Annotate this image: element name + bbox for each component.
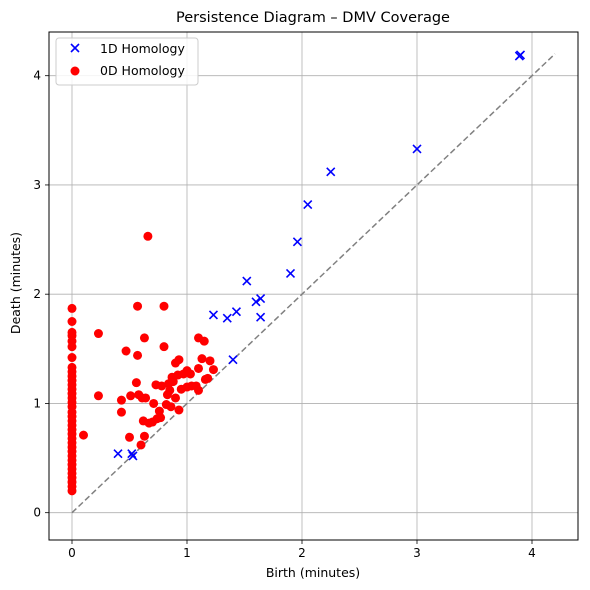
- diagonal-layer: [71, 53, 556, 514]
- point-1d: [412, 144, 422, 154]
- y-tick-label: 2: [33, 287, 41, 301]
- point-0d: [121, 346, 131, 356]
- point-0d: [159, 342, 169, 352]
- point-0d: [185, 369, 195, 379]
- legend-label-1d: 1D Homology: [100, 41, 185, 56]
- legend-box: [55, 37, 199, 86]
- point-0d: [203, 373, 213, 383]
- data-points: [67, 50, 526, 496]
- y-tick-label: 1: [33, 396, 41, 410]
- point-1d: [113, 449, 123, 459]
- y-tick-label: 0: [33, 506, 41, 520]
- y-tick-label: 4: [33, 69, 41, 83]
- legend-marker-0d: [70, 66, 80, 76]
- legend-marker-1d: [70, 43, 80, 53]
- plot-area-frame: [48, 31, 579, 541]
- point-1d: [326, 167, 336, 177]
- point-0d: [116, 395, 126, 405]
- point-1d-stroke: [228, 355, 238, 365]
- point-0d: [133, 350, 143, 360]
- point-1d-stroke: [251, 297, 261, 307]
- point-1d-stroke: [303, 200, 313, 210]
- point-1d: [515, 50, 526, 60]
- x-axis-label: Birth (minutes): [266, 565, 360, 580]
- point-1d-stroke: [242, 276, 252, 286]
- point-1d: [256, 312, 266, 322]
- point-1d-stroke: [231, 307, 242, 317]
- point-1d: [251, 297, 261, 307]
- point-0d: [165, 385, 175, 395]
- point-0d: [141, 393, 151, 403]
- diagonal-line: [71, 53, 556, 514]
- point-0d: [171, 393, 180, 403]
- point-0d: [159, 301, 169, 311]
- point-0d: [194, 363, 203, 373]
- x-tick-label: 2: [298, 546, 306, 560]
- point-0d: [174, 355, 184, 365]
- point-1d-stroke: [128, 451, 138, 461]
- legend: 1D Homology 0D Homology: [55, 37, 199, 86]
- point-0d: [139, 431, 149, 441]
- point-0d: [79, 430, 88, 440]
- point-1d: [256, 293, 266, 304]
- point-1d-stroke: [208, 310, 219, 320]
- point-1d: [231, 307, 242, 317]
- point-1d-stroke: [113, 449, 123, 459]
- point-0d: [149, 398, 159, 408]
- chart-title: Persistence Diagram – DMV Coverage: [176, 10, 450, 26]
- point-0d: [116, 407, 126, 417]
- point-1d: [285, 268, 296, 279]
- point-1d: [292, 237, 302, 247]
- y-tick-label: 3: [33, 178, 41, 192]
- point-0d: [143, 231, 153, 241]
- point-1d: [242, 276, 252, 286]
- point-0d: [156, 413, 166, 423]
- point-0d: [199, 336, 209, 346]
- point-1d: [208, 310, 219, 320]
- point-0d: [67, 327, 77, 337]
- legend-label-0d: 0D Homology: [100, 63, 185, 78]
- grid-lines: [49, 32, 578, 540]
- point-0d: [166, 402, 176, 412]
- x-tick-label: 1: [183, 546, 191, 560]
- point-1d-stroke: [292, 237, 302, 247]
- point-0d: [194, 385, 203, 395]
- point-0d: [174, 405, 184, 415]
- point-0d: [67, 303, 77, 313]
- x-tick-label: 0: [68, 546, 76, 560]
- point-0d: [136, 440, 146, 450]
- point-1d: [303, 200, 313, 210]
- point-0d: [133, 301, 143, 311]
- x-tick-label: 3: [413, 546, 421, 560]
- point-1d: [222, 313, 232, 323]
- point-0d: [197, 354, 207, 364]
- point-1d-stroke: [222, 313, 232, 323]
- point-0d: [139, 333, 149, 343]
- point-1d-stroke: [515, 50, 526, 60]
- point-0d: [208, 365, 218, 375]
- point-0d: [67, 353, 77, 363]
- point-0d: [131, 378, 141, 388]
- point-1d-stroke: [412, 144, 422, 154]
- point-0d: [67, 317, 77, 327]
- point-0d: [126, 391, 136, 401]
- point-0d: [125, 432, 134, 442]
- x-tick-label: 4: [528, 546, 536, 560]
- point-0d: [93, 391, 103, 401]
- point-1d: [228, 355, 238, 365]
- point-0d: [168, 377, 178, 387]
- point-0d: [93, 329, 103, 339]
- y-axis-label: Death (minutes): [8, 232, 23, 334]
- point-0d: [67, 362, 77, 372]
- point-1d: [128, 451, 138, 461]
- point-0d: [205, 356, 215, 366]
- point-1d-stroke: [285, 268, 296, 279]
- point-1d-stroke: [256, 293, 266, 304]
- point-1d-stroke: [256, 312, 266, 322]
- point-1d-stroke: [326, 167, 336, 177]
- point-0d: [157, 381, 167, 391]
- axis-ticks: 0 1 2 3 4 0 1 2 3 4: [33, 69, 535, 560]
